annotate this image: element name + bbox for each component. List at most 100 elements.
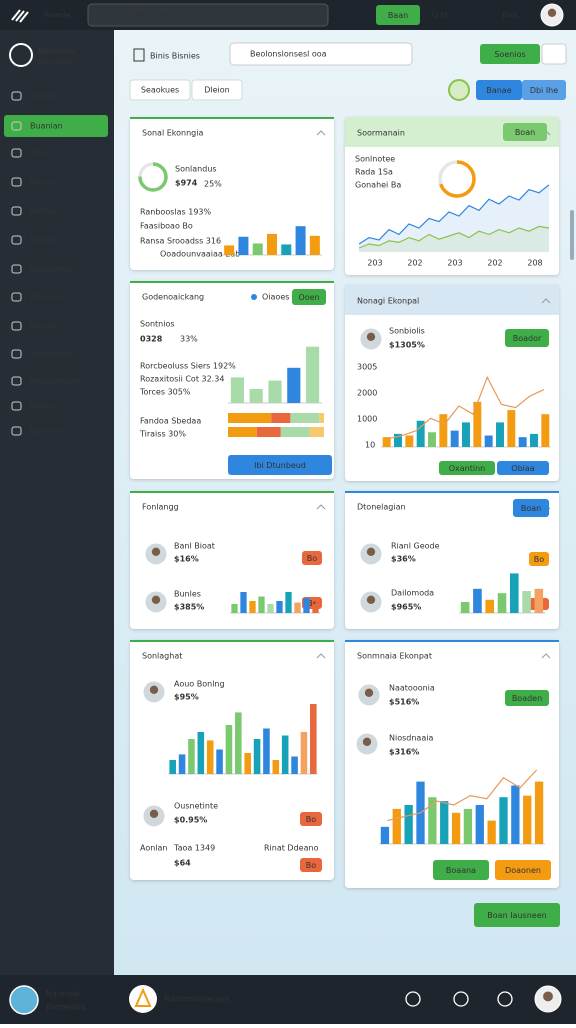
collapse-icon[interactable] <box>541 298 551 304</box>
button-label[interactable]: Ooen <box>298 293 319 302</box>
button[interactable] <box>513 499 549 517</box>
nav-item[interactable]: Bonglis <box>30 236 59 245</box>
bar <box>231 604 238 613</box>
card-accent <box>345 491 559 493</box>
nav-item[interactable]: Soanlut <box>30 92 60 101</box>
ring <box>138 162 168 192</box>
search-box[interactable] <box>87 3 329 27</box>
label: Bloneiouo <box>46 1003 86 1012</box>
label: Torces 305% <box>139 388 191 397</box>
button-label[interactable]: Bo <box>306 861 316 870</box>
button[interactable] <box>474 903 560 927</box>
button[interactable] <box>300 812 322 826</box>
button[interactable] <box>505 690 549 706</box>
button-label[interactable]: Soenios <box>494 50 525 59</box>
card-title: Dtonelagian <box>357 503 406 512</box>
button-label[interactable]: Boaana <box>446 866 476 875</box>
nav-item[interactable]: Bomaliy <box>30 293 63 302</box>
footer-icon[interactable] <box>453 991 469 1007</box>
button[interactable] <box>503 123 547 141</box>
button-label[interactable]: Bo <box>534 555 544 564</box>
label: Naatooonia <box>389 684 435 693</box>
footer-icon[interactable] <box>497 991 513 1007</box>
label: $965% <box>391 603 421 612</box>
button[interactable] <box>529 552 549 566</box>
button-label[interactable]: Baan <box>388 11 408 20</box>
nav-icon <box>11 264 22 274</box>
bar <box>428 432 436 447</box>
button[interactable] <box>476 80 522 100</box>
button[interactable] <box>495 860 551 880</box>
avatar-head <box>151 595 161 604</box>
bar <box>249 601 256 613</box>
nav-item[interactable]: Deaon <box>30 402 56 411</box>
button[interactable] <box>376 5 420 25</box>
footer-icon[interactable] <box>405 991 421 1007</box>
label: Binis Bisnies <box>150 52 200 61</box>
tab[interactable] <box>129 79 191 101</box>
nav-icon <box>11 235 22 245</box>
menu-icon[interactable] <box>11 9 29 23</box>
nav-item[interactable]: Reanomduat <box>30 377 81 386</box>
collapse-icon[interactable] <box>316 504 326 510</box>
button[interactable] <box>522 80 566 100</box>
nav-item[interactable]: Borneon <box>30 427 64 436</box>
button-label[interactable]: Bo <box>306 815 316 824</box>
tab-label[interactable]: Seaokues <box>141 86 179 95</box>
nav-item[interactable]: Soaltonulis <box>30 350 74 359</box>
label: Ransa Srooadss 316 <box>140 237 221 246</box>
label: Fandoa Sbedaa <box>140 417 201 426</box>
button[interactable] <box>300 858 322 872</box>
button-label[interactable]: Boan <box>515 128 535 137</box>
button-label[interactable]: Doaonen <box>505 866 541 875</box>
card-title: Nonagi Ekonpal <box>357 297 419 306</box>
nav-item[interactable]: Buanian <box>30 122 63 131</box>
nav-item[interactable]: Banus <box>30 178 55 187</box>
nav-item[interactable]: Beabddiua <box>30 265 73 274</box>
button-label[interactable]: Boan <box>521 504 541 513</box>
bar <box>285 592 292 613</box>
button-label[interactable]: Bs <box>307 599 317 608</box>
label: Ooadounvaaiaa 2ab <box>160 250 240 259</box>
button[interactable] <box>505 329 549 347</box>
avatar-head <box>366 595 376 604</box>
label: Beolonslonsesl ooa <box>250 50 327 59</box>
tab[interactable] <box>191 79 243 101</box>
button[interactable] <box>480 44 540 64</box>
button[interactable] <box>228 455 332 475</box>
button[interactable] <box>439 461 495 475</box>
label: 1000 <box>357 415 377 424</box>
tab-label[interactable]: Dleion <box>204 86 230 95</box>
label: Hooiiaue <box>38 58 73 67</box>
button-label[interactable]: Boaden <box>512 694 542 703</box>
button-label[interactable]: Obiaa <box>511 464 535 473</box>
button-label[interactable]: Banae <box>486 86 511 95</box>
nav-icon <box>11 148 22 158</box>
button-label[interactable]: Oxantinn <box>449 464 486 473</box>
label: Faasiboao Bo <box>140 222 193 231</box>
collapse-icon[interactable] <box>541 653 551 659</box>
button[interactable] <box>302 551 322 565</box>
nav-icon <box>11 292 22 302</box>
bar <box>530 433 538 447</box>
nav-item[interactable]: Hanay <box>30 322 56 331</box>
button[interactable] <box>292 289 326 305</box>
nav-item[interactable]: Donis <box>30 149 53 158</box>
label: Namotel <box>46 990 80 999</box>
button-label[interactable]: Bo <box>307 554 317 563</box>
collapse-icon[interactable] <box>316 130 326 136</box>
header-tool[interactable] <box>541 43 567 65</box>
card-title: Sonmnaia Ekonpat <box>357 652 432 661</box>
button-label[interactable]: Boador <box>513 334 542 343</box>
button[interactable] <box>497 461 549 475</box>
bar <box>404 805 413 844</box>
button-label[interactable]: Boan Iausneen <box>487 911 546 920</box>
bar <box>487 820 496 844</box>
search-box[interactable] <box>229 42 413 66</box>
nav-item[interactable]: Rarbos <box>30 207 58 216</box>
button-label[interactable]: Ibi Dtunbeud <box>254 461 306 470</box>
collapse-icon[interactable] <box>316 653 326 659</box>
button-label[interactable]: Dbi Ihe <box>530 86 558 95</box>
button[interactable] <box>433 860 489 880</box>
bar <box>240 592 247 613</box>
